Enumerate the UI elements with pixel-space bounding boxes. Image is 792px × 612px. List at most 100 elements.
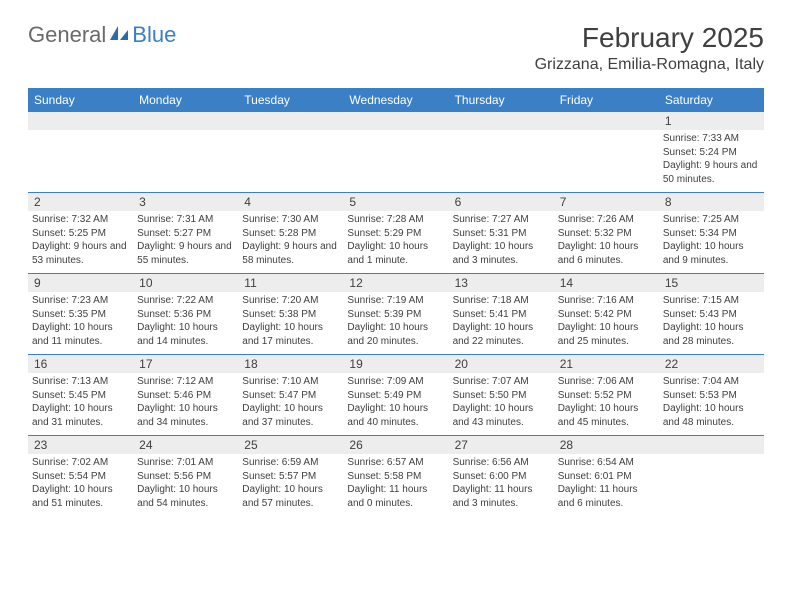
day-number: 14 [554,274,659,292]
sunset-text: Sunset: 5:57 PM [242,470,339,484]
day-number: 21 [554,355,659,373]
day-number: 28 [554,436,659,454]
logo-sail-icon [108,24,130,47]
sunrise-text: Sunrise: 7:04 AM [663,375,760,389]
day-info: Sunrise: 7:23 AMSunset: 5:35 PMDaylight:… [32,294,129,348]
daylight-text: Daylight: 10 hours and 3 minutes. [453,240,550,267]
day-number: 26 [343,436,448,454]
daylight-text: Daylight: 11 hours and 3 minutes. [453,483,550,510]
sunrise-text: Sunrise: 6:57 AM [347,456,444,470]
sunrise-text: Sunrise: 7:09 AM [347,375,444,389]
daylight-text: Daylight: 10 hours and 57 minutes. [242,483,339,510]
sunrise-text: Sunrise: 7:31 AM [137,213,234,227]
sunset-text: Sunset: 5:25 PM [32,227,129,241]
daylight-text: Daylight: 10 hours and 14 minutes. [137,321,234,348]
day-info: Sunrise: 7:32 AMSunset: 5:25 PMDaylight:… [32,213,129,267]
day-number [449,112,554,130]
day-cell [449,112,554,192]
sunset-text: Sunset: 5:24 PM [663,146,760,160]
day-cell: 15Sunrise: 7:15 AMSunset: 5:43 PMDayligh… [659,274,764,354]
day-number [343,112,448,130]
day-number [133,112,238,130]
sunset-text: Sunset: 5:43 PM [663,308,760,322]
day-cell: 4Sunrise: 7:30 AMSunset: 5:28 PMDaylight… [238,193,343,273]
sunset-text: Sunset: 5:53 PM [663,389,760,403]
daylight-text: Daylight: 11 hours and 6 minutes. [558,483,655,510]
day-cell: 20Sunrise: 7:07 AMSunset: 5:50 PMDayligh… [449,355,554,435]
day-number: 25 [238,436,343,454]
day-cell: 19Sunrise: 7:09 AMSunset: 5:49 PMDayligh… [343,355,448,435]
sunset-text: Sunset: 5:52 PM [558,389,655,403]
daylight-text: Daylight: 10 hours and 1 minute. [347,240,444,267]
day-info: Sunrise: 7:16 AMSunset: 5:42 PMDaylight:… [558,294,655,348]
weekday-header-row: SundayMondayTuesdayWednesdayThursdayFrid… [28,88,764,112]
day-number: 27 [449,436,554,454]
sunset-text: Sunset: 5:28 PM [242,227,339,241]
day-info: Sunrise: 7:01 AMSunset: 5:56 PMDaylight:… [137,456,234,510]
day-info: Sunrise: 7:22 AMSunset: 5:36 PMDaylight:… [137,294,234,348]
day-cell: 24Sunrise: 7:01 AMSunset: 5:56 PMDayligh… [133,436,238,516]
day-number: 17 [133,355,238,373]
weekday-header: Thursday [449,88,554,112]
day-cell [238,112,343,192]
sunset-text: Sunset: 5:41 PM [453,308,550,322]
day-number: 19 [343,355,448,373]
location: Grizzana, Emilia-Romagna, Italy [535,56,764,74]
day-info: Sunrise: 7:25 AMSunset: 5:34 PMDaylight:… [663,213,760,267]
day-cell: 21Sunrise: 7:06 AMSunset: 5:52 PMDayligh… [554,355,659,435]
day-cell: 5 Sunrise: 7:28 AMSunset: 5:29 PMDaylight… [343,193,448,273]
day-info: Sunrise: 7:20 AMSunset: 5:38 PMDaylight:… [242,294,339,348]
sunset-text: Sunset: 5:47 PM [242,389,339,403]
day-cell: 9Sunrise: 7:23 AMSunset: 5:35 PMDaylight… [28,274,133,354]
day-number [554,112,659,130]
daylight-text: Daylight: 10 hours and 31 minutes. [32,402,129,429]
day-number: 4 [238,193,343,211]
day-info: Sunrise: 7:26 AMSunset: 5:32 PMDaylight:… [558,213,655,267]
day-cell: 8Sunrise: 7:25 AMSunset: 5:34 PMDaylight… [659,193,764,273]
day-info: Sunrise: 6:59 AMSunset: 5:57 PMDaylight:… [242,456,339,510]
sunrise-text: Sunrise: 7:22 AM [137,294,234,308]
day-info: Sunrise: 7:28 AMSunset: 5:29 PMDaylight:… [347,213,444,267]
header: General Blue February 2025 Grizzana, Emi… [0,0,792,82]
day-cell: 2Sunrise: 7:32 AMSunset: 5:25 PMDaylight… [28,193,133,273]
daylight-text: Daylight: 10 hours and 43 minutes. [453,402,550,429]
day-number: 1 [659,112,764,130]
calendar: SundayMondayTuesdayWednesdayThursdayFrid… [28,88,764,516]
title-block: February 2025 Grizzana, Emilia-Romagna, … [535,22,764,74]
week-row: 2Sunrise: 7:32 AMSunset: 5:25 PMDaylight… [28,193,764,274]
sunset-text: Sunset: 5:32 PM [558,227,655,241]
week-row: 9Sunrise: 7:23 AMSunset: 5:35 PMDaylight… [28,274,764,355]
daylight-text: Daylight: 10 hours and 54 minutes. [137,483,234,510]
day-info: Sunrise: 7:31 AMSunset: 5:27 PMDaylight:… [137,213,234,267]
sunrise-text: Sunrise: 7:25 AM [663,213,760,227]
day-number: 3 [133,193,238,211]
day-cell: 10Sunrise: 7:22 AMSunset: 5:36 PMDayligh… [133,274,238,354]
logo-text-general: General [28,22,106,48]
day-cell: 1Sunrise: 7:33 AMSunset: 5:24 PMDaylight… [659,112,764,192]
day-cell: 27Sunrise: 6:56 AMSunset: 6:00 PMDayligh… [449,436,554,516]
sunrise-text: Sunrise: 7:27 AM [453,213,550,227]
day-info: Sunrise: 6:54 AMSunset: 6:01 PMDaylight:… [558,456,655,510]
day-cell [343,112,448,192]
sunset-text: Sunset: 5:50 PM [453,389,550,403]
day-cell: 13Sunrise: 7:18 AMSunset: 5:41 PMDayligh… [449,274,554,354]
week-row: 23Sunrise: 7:02 AMSunset: 5:54 PMDayligh… [28,436,764,516]
weekday-header: Tuesday [238,88,343,112]
sunrise-text: Sunrise: 7:01 AM [137,456,234,470]
sunrise-text: Sunrise: 7:15 AM [663,294,760,308]
sunrise-text: Sunrise: 7:13 AM [32,375,129,389]
logo: General Blue [28,22,176,48]
day-number: 5 [343,193,448,211]
sunset-text: Sunset: 5:31 PM [453,227,550,241]
daylight-text: Daylight: 9 hours and 53 minutes. [32,240,129,267]
day-cell: 11Sunrise: 7:20 AMSunset: 5:38 PMDayligh… [238,274,343,354]
sunrise-text: Sunrise: 7:06 AM [558,375,655,389]
sunrise-text: Sunrise: 7:23 AM [32,294,129,308]
day-number: 13 [449,274,554,292]
day-number: 7 [554,193,659,211]
day-cell: 28 Sunrise: 6:54 AMSunset: 6:01 PMDayligh… [554,436,659,516]
day-cell: 12Sunrise: 7:19 AMSunset: 5:39 PMDayligh… [343,274,448,354]
sunrise-text: Sunrise: 7:16 AM [558,294,655,308]
day-number: 23 [28,436,133,454]
sunset-text: Sunset: 6:00 PM [453,470,550,484]
